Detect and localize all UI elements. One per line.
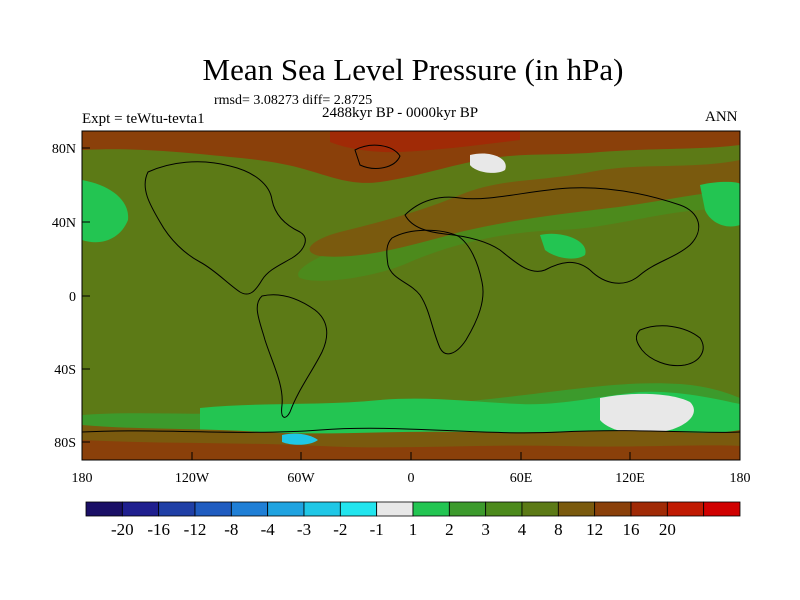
lon-label-180e: 180 (730, 471, 751, 486)
colorbar-label: 20 (659, 520, 676, 539)
colorbar-label: -3 (297, 520, 311, 539)
lat-label-40s: 40S (54, 363, 76, 378)
colorbar-box (666, 501, 705, 517)
colorbar-box (339, 501, 378, 517)
field-band-north-high (82, 131, 740, 183)
field-low-pacific-east (700, 181, 740, 227)
colorbar-label: -1 (370, 520, 384, 539)
colorbar-box (703, 501, 741, 517)
lat-label-80n: 80N (52, 142, 76, 157)
lat-label-40n: 40N (52, 216, 76, 231)
coastlines (82, 144, 740, 434)
lon-label-180w: 180 (72, 471, 93, 486)
colorbar-box (194, 501, 232, 517)
colorbar-box (303, 501, 341, 517)
map-field (82, 131, 740, 460)
colorbar-label: 4 (518, 520, 527, 539)
colorbar-box (158, 501, 196, 517)
colorbar-box (594, 501, 632, 517)
experiment-label: Expt = teWtu-tevta1 (82, 111, 205, 127)
field-high-arctic (470, 153, 506, 173)
colorbar-label: -12 (184, 520, 207, 539)
colorbar-labels: -20 -16 -12 -8 -4 -3 -2 -1 1 2 3 4 8 12 16 20 (111, 520, 676, 539)
colorbar-label: -16 (147, 520, 170, 539)
lat-label-0: 0 (69, 290, 76, 305)
colorbar-box (85, 501, 123, 517)
colorbar-box (630, 501, 668, 517)
lon-label-60w: 60W (287, 471, 315, 486)
period-label: 2488kyr BP - 0000kyr BP (322, 105, 479, 121)
colorbar (85, 501, 741, 517)
colorbar-label: 1 (409, 520, 418, 539)
lon-label-0: 0 (408, 471, 415, 486)
lon-axis: 180 120W 60W 0 60E 120E 180 (72, 452, 751, 486)
colorbar-label: 8 (554, 520, 563, 539)
coast-eurasia (404, 187, 700, 284)
lon-label-60e: 60E (510, 471, 533, 486)
colorbar-box (485, 501, 523, 517)
field-low-asia (540, 233, 586, 259)
field-low-pacific-west (82, 180, 129, 243)
colorbar-box (121, 501, 160, 517)
colorbar-label: -8 (224, 520, 238, 539)
coast-north-america (144, 161, 306, 295)
colorbar-label: 12 (586, 520, 603, 539)
coast-south-america (256, 294, 328, 418)
colorbar-box (412, 501, 450, 517)
colorbar-box (376, 501, 414, 517)
lat-axis: 80N 40N 0 40S 80S (52, 142, 90, 451)
colorbar-label: -2 (333, 520, 347, 539)
colorbar-box (521, 501, 559, 517)
coast-australia (635, 325, 704, 367)
colorbar-label: 2 (445, 520, 454, 539)
colorbar-box (267, 501, 305, 517)
colorbar-box (230, 501, 269, 517)
colorbar-label: -20 (111, 520, 134, 539)
colorbar-label: 3 (481, 520, 490, 539)
field-antarctic-peak (82, 440, 740, 460)
coast-antarctica (82, 427, 740, 434)
map-title: Mean Sea Level Pressure (in hPa) (202, 52, 624, 87)
coast-greenland (354, 144, 401, 169)
rmsd-stats: rmsd= 3.08273 diff= 2.8725 (214, 93, 373, 108)
colorbar-label: 16 (623, 520, 640, 539)
season-label: ANN (705, 109, 738, 125)
field-high-south-pacific (600, 393, 694, 434)
field-peak-north (330, 131, 520, 153)
colorbar-label: -4 (261, 520, 276, 539)
lon-label-120e: 120E (615, 471, 645, 486)
lon-label-120w: 120W (175, 471, 210, 486)
colorbar-box (557, 501, 596, 517)
field-low-weddell (282, 433, 318, 445)
lat-label-80s: 80S (54, 436, 76, 451)
colorbar-box (448, 501, 487, 517)
field-band-north-outer (82, 131, 740, 460)
